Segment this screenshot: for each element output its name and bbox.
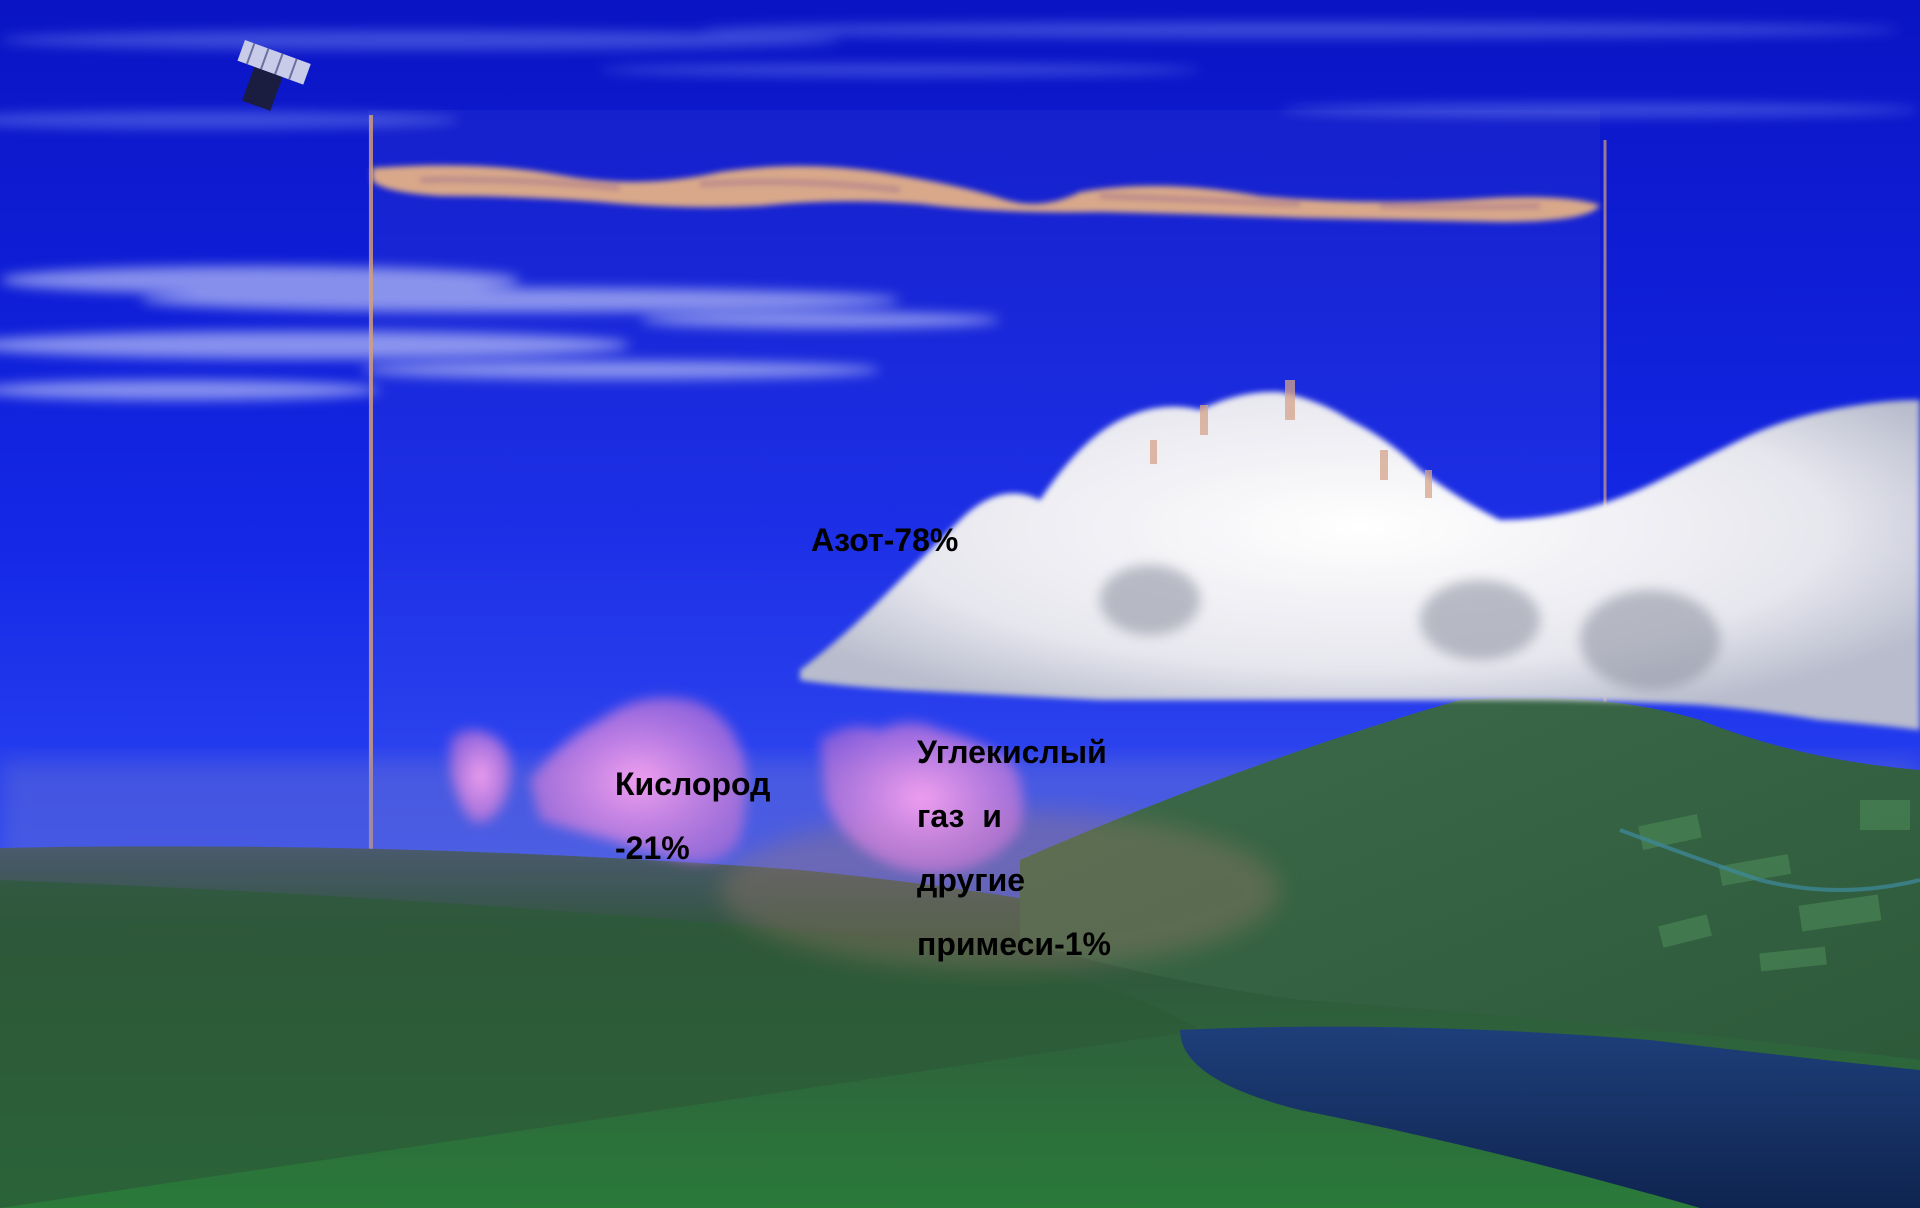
oxygen-label: Кислород -21%: [615, 752, 770, 880]
co2-label: Углекислый газ и другие примеси-1%: [917, 720, 1111, 976]
co2-label-line-1: Углекислый: [917, 734, 1107, 770]
nitrogen-label: Азот-78%: [811, 522, 959, 558]
co2-label-line-3: другие: [917, 862, 1026, 898]
satellite-icon: [237, 40, 311, 111]
oxygen-label-line-1: Кислород: [615, 766, 771, 802]
co2-label-line-4: примеси-1%: [917, 926, 1111, 962]
oxygen-label-line-2: -21%: [615, 830, 690, 866]
co2-label-line-2: газ и: [917, 798, 1002, 834]
